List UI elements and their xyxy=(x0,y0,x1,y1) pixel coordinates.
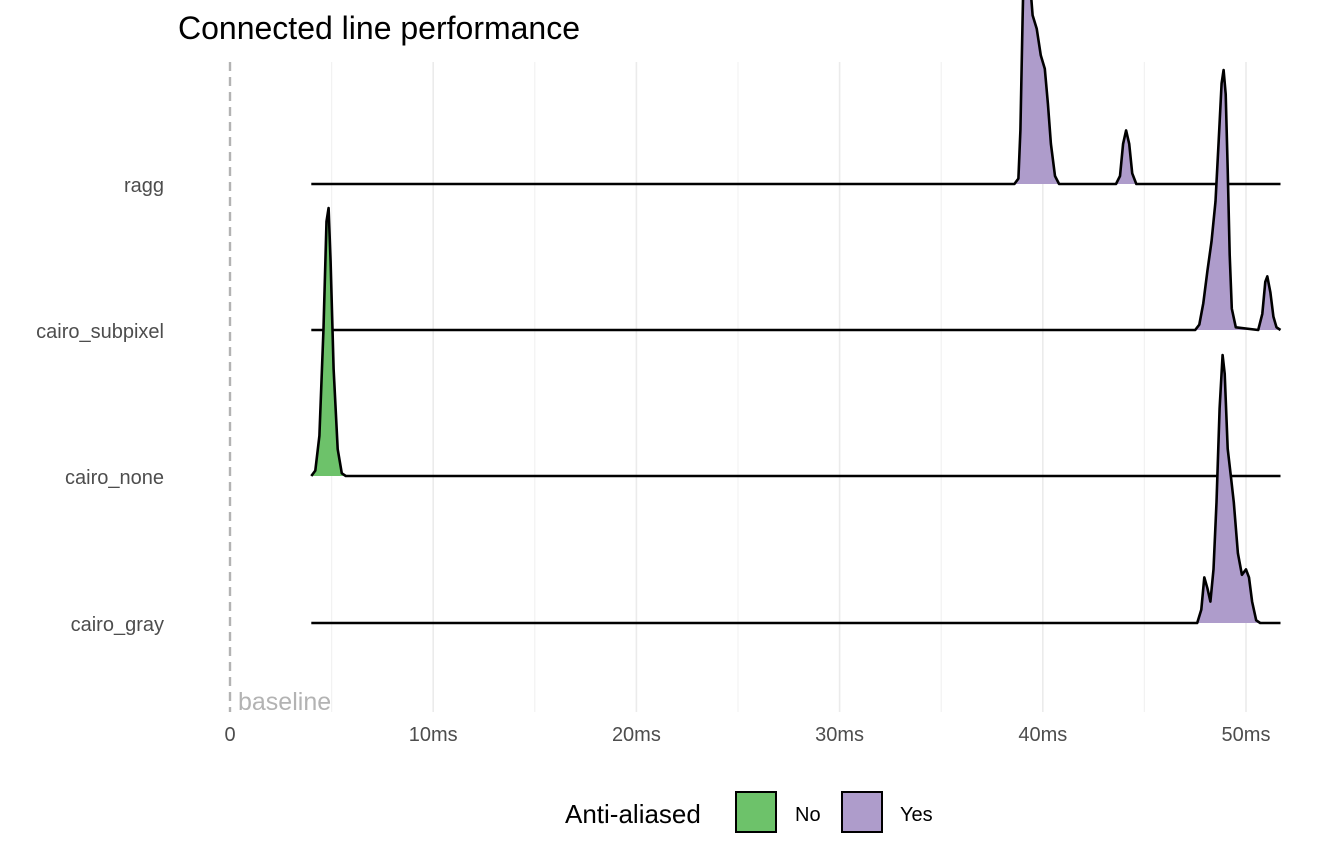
ridge-cairo_gray xyxy=(311,353,1281,625)
baseline-layer: baseline xyxy=(228,62,331,716)
ridge-layer xyxy=(310,0,1282,625)
x-tick-label: 0 xyxy=(224,724,235,746)
legend-swatch-no xyxy=(735,791,777,833)
x-tick-label: 20ms xyxy=(612,724,661,746)
ridge-fill-cairo_subpixel xyxy=(1195,70,1281,330)
ridge-line-cairo_none xyxy=(310,206,1281,478)
category-label: ragg xyxy=(124,175,164,197)
ridge-fill-ragg xyxy=(1014,0,1137,184)
x-tick-label: 30ms xyxy=(815,724,864,746)
category-label: cairo_none xyxy=(65,467,164,489)
ridge-fill-cairo_none xyxy=(311,208,346,476)
ridge-cairo_none xyxy=(310,206,1281,478)
legend-label-no: No xyxy=(795,804,821,826)
grid-layer xyxy=(331,62,1247,712)
ridge-fill-cairo_gray xyxy=(1197,355,1261,623)
chart-title: Connected line performance xyxy=(178,10,580,46)
legend-swatch-yes xyxy=(841,791,883,833)
legend-title: Anti-aliased xyxy=(565,799,701,829)
legend-label-yes: Yes xyxy=(900,804,933,826)
category-labels: ragg cairo_subpixel cairo_none cairo_gray xyxy=(36,175,164,636)
x-tick-label: 40ms xyxy=(1018,724,1067,746)
category-label: cairo_gray xyxy=(71,614,164,636)
ridge-line-cairo_gray xyxy=(311,353,1281,625)
ridge-cairo_subpixel xyxy=(311,68,1282,332)
category-label: cairo_subpixel xyxy=(36,321,164,343)
ridge-line-ragg xyxy=(311,0,1281,186)
x-tick-label: 50ms xyxy=(1222,724,1271,746)
ridge-ragg xyxy=(311,0,1281,186)
x-axis-ticks: 0 10ms 20ms 30ms 40ms 50ms xyxy=(224,724,1270,746)
ridge-line-cairo_subpixel xyxy=(311,68,1282,332)
legend: Anti-aliased No Yes xyxy=(565,791,933,833)
baseline-label: baseline xyxy=(238,688,331,716)
x-tick-label: 10ms xyxy=(409,724,458,746)
